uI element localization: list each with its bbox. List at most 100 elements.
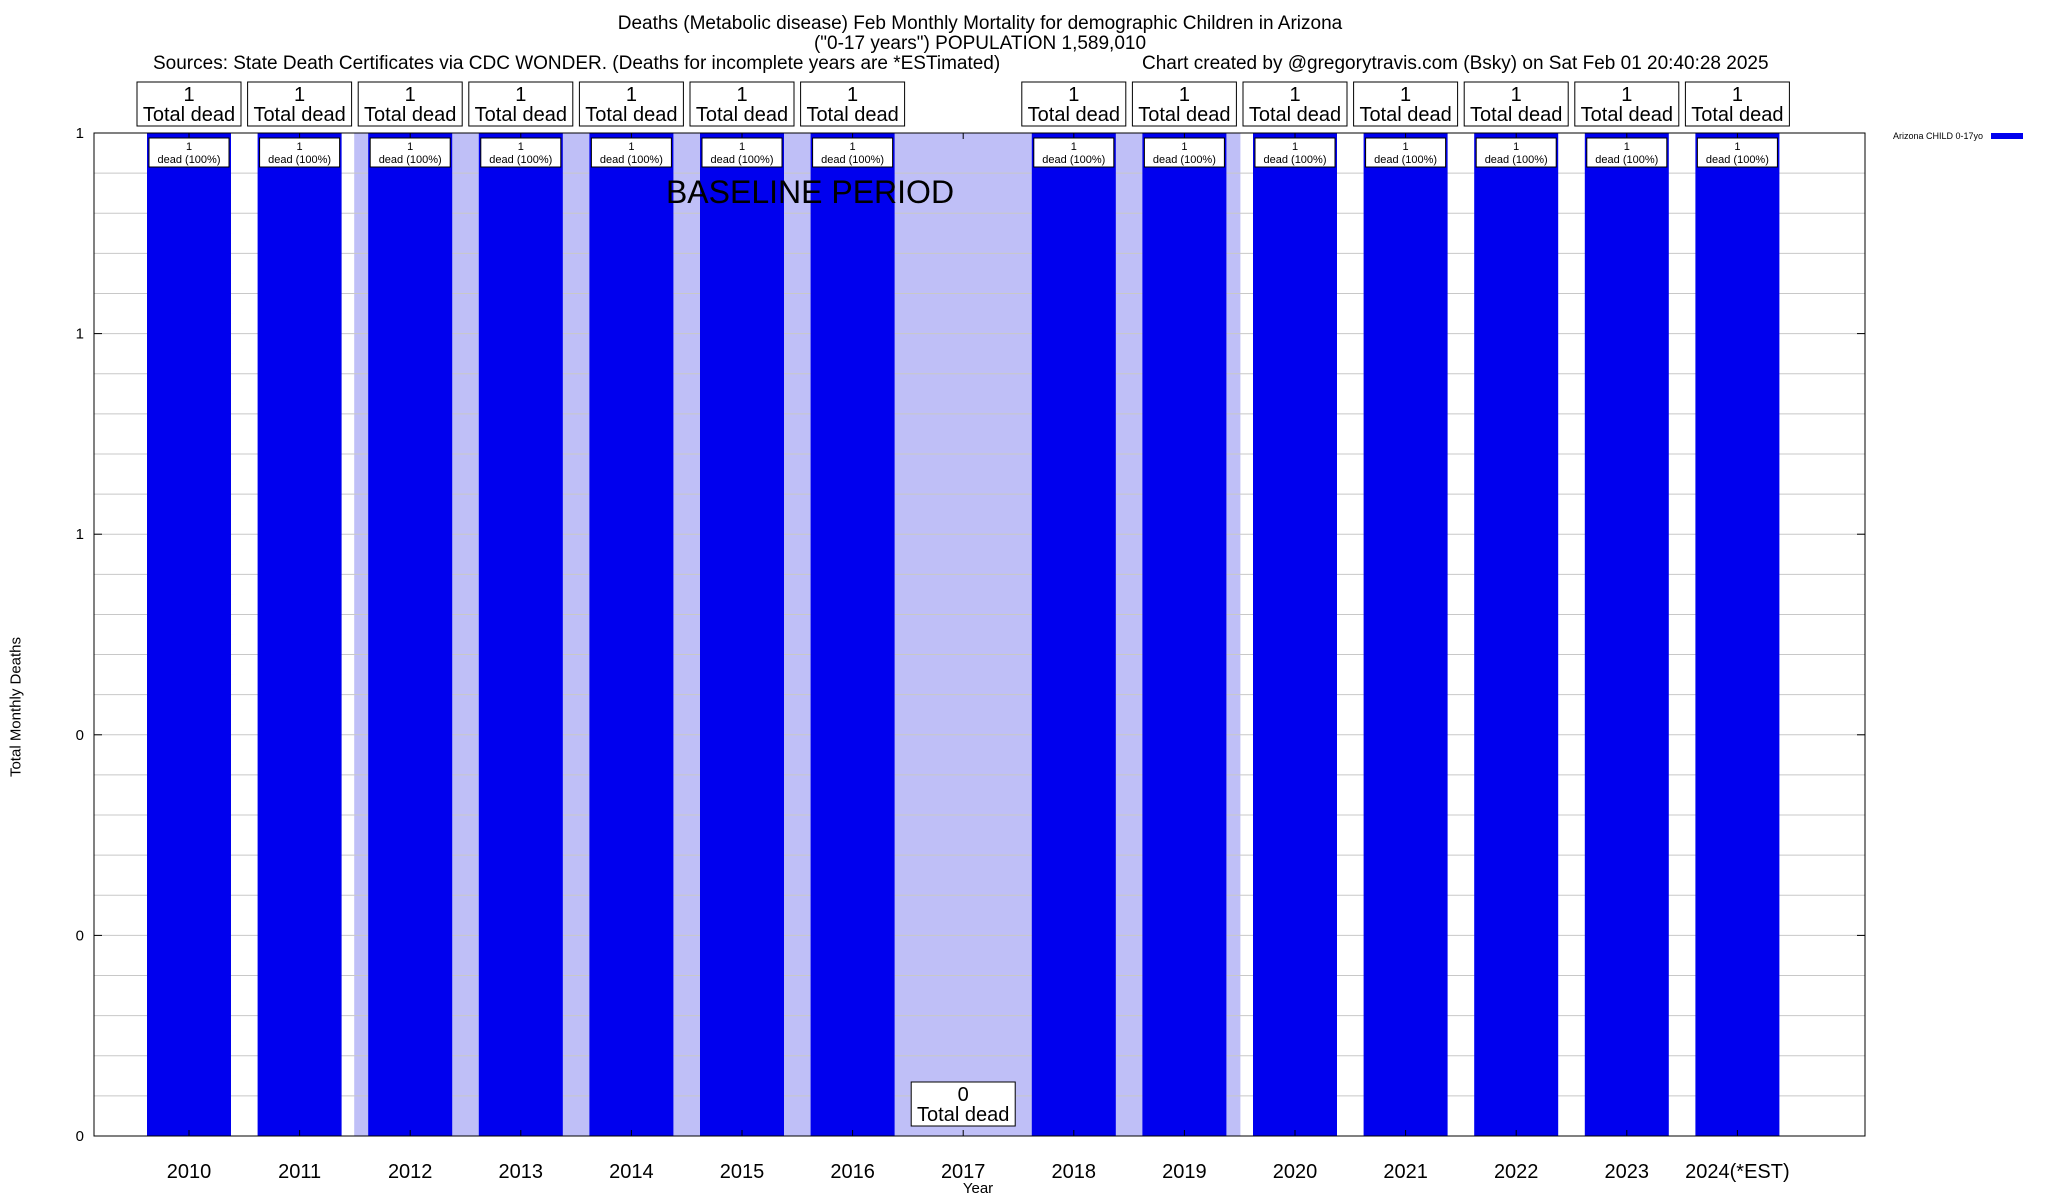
legend-swatch (1991, 133, 2024, 139)
inner-label-box (148, 137, 230, 168)
total-label-text: Total dead (1249, 104, 1341, 126)
inner-label-text: dead (100%) (268, 154, 331, 166)
inner-label-text: dead (100%) (1595, 154, 1658, 166)
total-label-text: Total dead (585, 104, 677, 126)
bar-2023 (1584, 133, 1669, 1136)
bar-2022 (1474, 133, 1559, 1136)
bar-2013 (478, 133, 563, 1136)
inner-label-box (812, 137, 894, 168)
total-label-count: 1 (515, 84, 526, 106)
total-label-count: 1 (1179, 84, 1190, 106)
credit-note: Chart created by @gregorytravis.com (Bsk… (1142, 53, 1769, 74)
inner-label-count: 1 (518, 141, 524, 153)
bar-2019 (1142, 133, 1227, 1136)
total-label-box (468, 81, 574, 127)
total-label-text: Total dead (253, 104, 345, 126)
x-tick-label-2014: 2014 (609, 1161, 654, 1183)
total-label-box (910, 1081, 1016, 1127)
x-tick-label-2018: 2018 (1052, 1161, 1097, 1183)
x-axis-label: Year (962, 1180, 994, 1197)
total-label-count: 1 (1400, 84, 1411, 106)
inner-label-box (1254, 137, 1336, 168)
total-label-box (247, 81, 353, 127)
inner-label-box (1143, 137, 1225, 168)
inner-label-box (1365, 137, 1447, 168)
total-label-box (800, 81, 906, 127)
y-tick-label: 1 (76, 526, 84, 543)
y-tick-label: 1 (76, 326, 84, 343)
total-label-count: 1 (1068, 84, 1079, 106)
inner-label-count: 1 (628, 141, 634, 153)
x-tick-label-2011: 2011 (278, 1161, 321, 1183)
inner-label-text: dead (100%) (489, 154, 552, 166)
total-label-text: Total dead (143, 104, 235, 126)
inner-label-text: dead (100%) (1264, 154, 1327, 166)
legend-label: Arizona CHILD 0-17yo (1893, 131, 1984, 141)
bar-2021 (1363, 133, 1448, 1136)
total-label-text: Total dead (917, 1104, 1009, 1126)
total-label-count: 1 (736, 84, 747, 106)
total-label-text: Total dead (1028, 104, 1120, 126)
total-label-count: 1 (1511, 84, 1522, 106)
inner-label-box (259, 137, 341, 168)
inner-label-count: 1 (739, 141, 745, 153)
y-tick-label: 0 (76, 927, 84, 944)
bar-2016 (810, 133, 895, 1136)
x-tick-label-2013: 2013 (499, 1161, 544, 1183)
bar-2010 (147, 133, 231, 1136)
inner-label-text: dead (100%) (1706, 154, 1769, 166)
total-label-text: Total dead (806, 104, 898, 126)
x-tick-label-2012: 2012 (388, 1161, 433, 1183)
inner-label-count: 1 (297, 141, 303, 153)
total-label-box (578, 81, 684, 127)
total-label-count: 1 (183, 84, 194, 106)
inner-label-count: 1 (186, 141, 192, 153)
inner-label-count: 1 (1403, 141, 1409, 153)
inner-label-text: dead (100%) (1042, 154, 1105, 166)
x-tick-label-2024(*EST): 2024(*EST) (1685, 1161, 1790, 1183)
total-label-count: 1 (1732, 84, 1743, 106)
total-label-text: Total dead (1359, 104, 1451, 126)
x-tick-label-2023: 2023 (1605, 1161, 1650, 1183)
x-tick-label-2020: 2020 (1273, 1161, 1318, 1183)
inner-label-text: dead (100%) (1153, 154, 1216, 166)
y-tick-label: 1 (76, 125, 84, 142)
total-label-text: Total dead (475, 104, 567, 126)
inner-label-text: dead (100%) (1374, 154, 1437, 166)
x-tick-label-2021: 2021 (1383, 1161, 1428, 1183)
total-label-box (689, 81, 795, 127)
total-label-text: Total dead (696, 104, 788, 126)
chart-title: Deaths (Metabolic disease) Feb Monthly M… (617, 13, 1343, 34)
inner-label-box (1033, 137, 1115, 168)
total-label-count: 1 (405, 84, 416, 106)
total-label-box (1021, 81, 1127, 127)
total-label-box (1353, 81, 1459, 127)
total-label-box (1684, 81, 1790, 127)
inner-label-text: dead (100%) (379, 154, 442, 166)
x-tick-label-2022: 2022 (1494, 1161, 1539, 1183)
y-axis-label: Total Monthly Deaths (7, 636, 25, 778)
x-tick-label-2019: 2019 (1162, 1161, 1207, 1183)
inner-label-count: 1 (1624, 141, 1630, 153)
total-label-box (136, 81, 242, 127)
bar-2024(*EST) (1695, 133, 1780, 1136)
inner-label-count: 1 (1734, 141, 1740, 153)
total-label-count: 1 (1289, 84, 1300, 106)
total-label-count: 0 (958, 1084, 969, 1106)
inner-label-count: 1 (1513, 141, 1519, 153)
inner-label-box (369, 137, 451, 168)
plot-frame (93, 132, 1866, 1137)
inner-label-text: dead (100%) (600, 154, 663, 166)
chart-subtitle: ("0-17 years") POPULATION 1,589,010 (813, 33, 1147, 54)
bar-2012 (368, 133, 453, 1136)
inner-label-count: 1 (407, 141, 413, 153)
x-tick-label-2015: 2015 (720, 1161, 765, 1183)
inner-label-count: 1 (1071, 141, 1077, 153)
total-label-box (1242, 81, 1348, 127)
inner-label-count: 1 (850, 141, 856, 153)
bar-2011 (257, 133, 342, 1136)
total-label-box (1574, 81, 1680, 127)
inner-label-text: dead (100%) (158, 154, 221, 166)
total-label-count: 1 (294, 84, 305, 106)
